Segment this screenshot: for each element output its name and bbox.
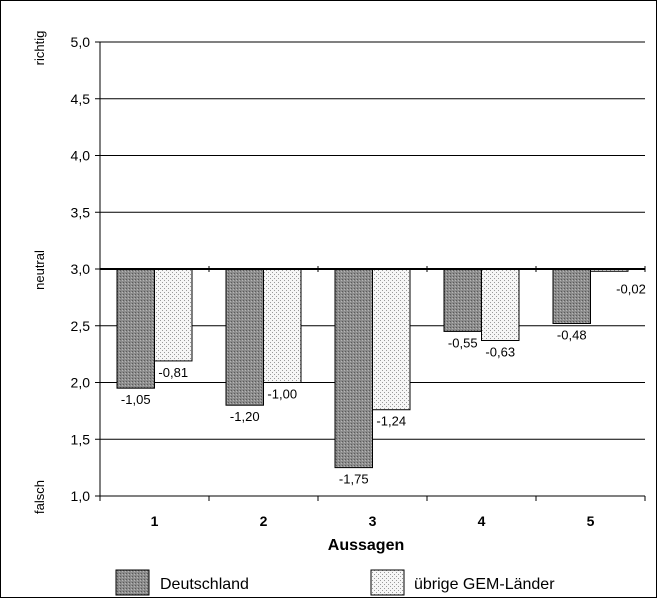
bar [263,268,302,383]
x-tick-label: 4 [478,513,486,529]
x-tick-label: 3 [369,513,377,529]
x-axis-title: Aussagen [328,537,404,554]
side-label-bottom: falsch [32,480,47,514]
y-tick-label: 5,0 [71,34,91,50]
data-label: -1,75 [339,472,369,487]
bar [443,268,482,332]
labels: 1,0 1,5 2,0 2,5 3,0 3,5 4,0 4,5 5,0 -1,05 -1,20 -1,… [71,34,646,529]
side-label-middle: neutral [32,250,47,290]
bar [225,268,264,406]
y-tick-label: 1,0 [71,488,91,504]
legend: Deutschland übrige GEM-Länder [115,569,555,596]
data-label: -0,81 [158,365,188,380]
data-label: -1,20 [230,409,260,424]
data-label: -1,24 [376,414,406,429]
x-tick-label: 1 [151,513,159,529]
bar [372,268,411,411]
x-tick-label: 5 [587,513,595,529]
y-tick-label: 2,0 [71,375,91,391]
data-label: -0,02 [616,281,646,296]
x-tick-label: 2 [260,513,268,529]
legend-label-uebrige-gem-laender: übrige GEM-Länder [414,576,555,593]
data-label: -0,55 [448,335,478,350]
y-tick-label: 4,0 [71,148,91,164]
axes [95,41,646,501]
data-label: -0,63 [485,345,515,360]
legend-swatch-uebrige-gem-laender [370,569,405,596]
bar [481,268,520,342]
bar [154,268,193,362]
bar [116,268,155,389]
y-tick-label: 2,5 [71,318,91,334]
gridlines [100,41,645,440]
y-tick-label: 1,5 [71,431,91,447]
bars [116,268,629,469]
side-label-top: richtig [32,31,47,66]
legend-swatch-deutschland [115,569,150,596]
y-tick-label: 4,5 [71,91,91,107]
y-tick-label: 3,0 [71,261,91,277]
data-label: -1,05 [121,392,151,407]
data-label: -0,48 [557,327,587,342]
bar [552,268,591,324]
data-label: -1,00 [267,387,297,402]
y-tick-label: 3,5 [71,204,91,220]
legend-label-deutschland: Deutschland [160,576,249,593]
bar [334,268,373,469]
